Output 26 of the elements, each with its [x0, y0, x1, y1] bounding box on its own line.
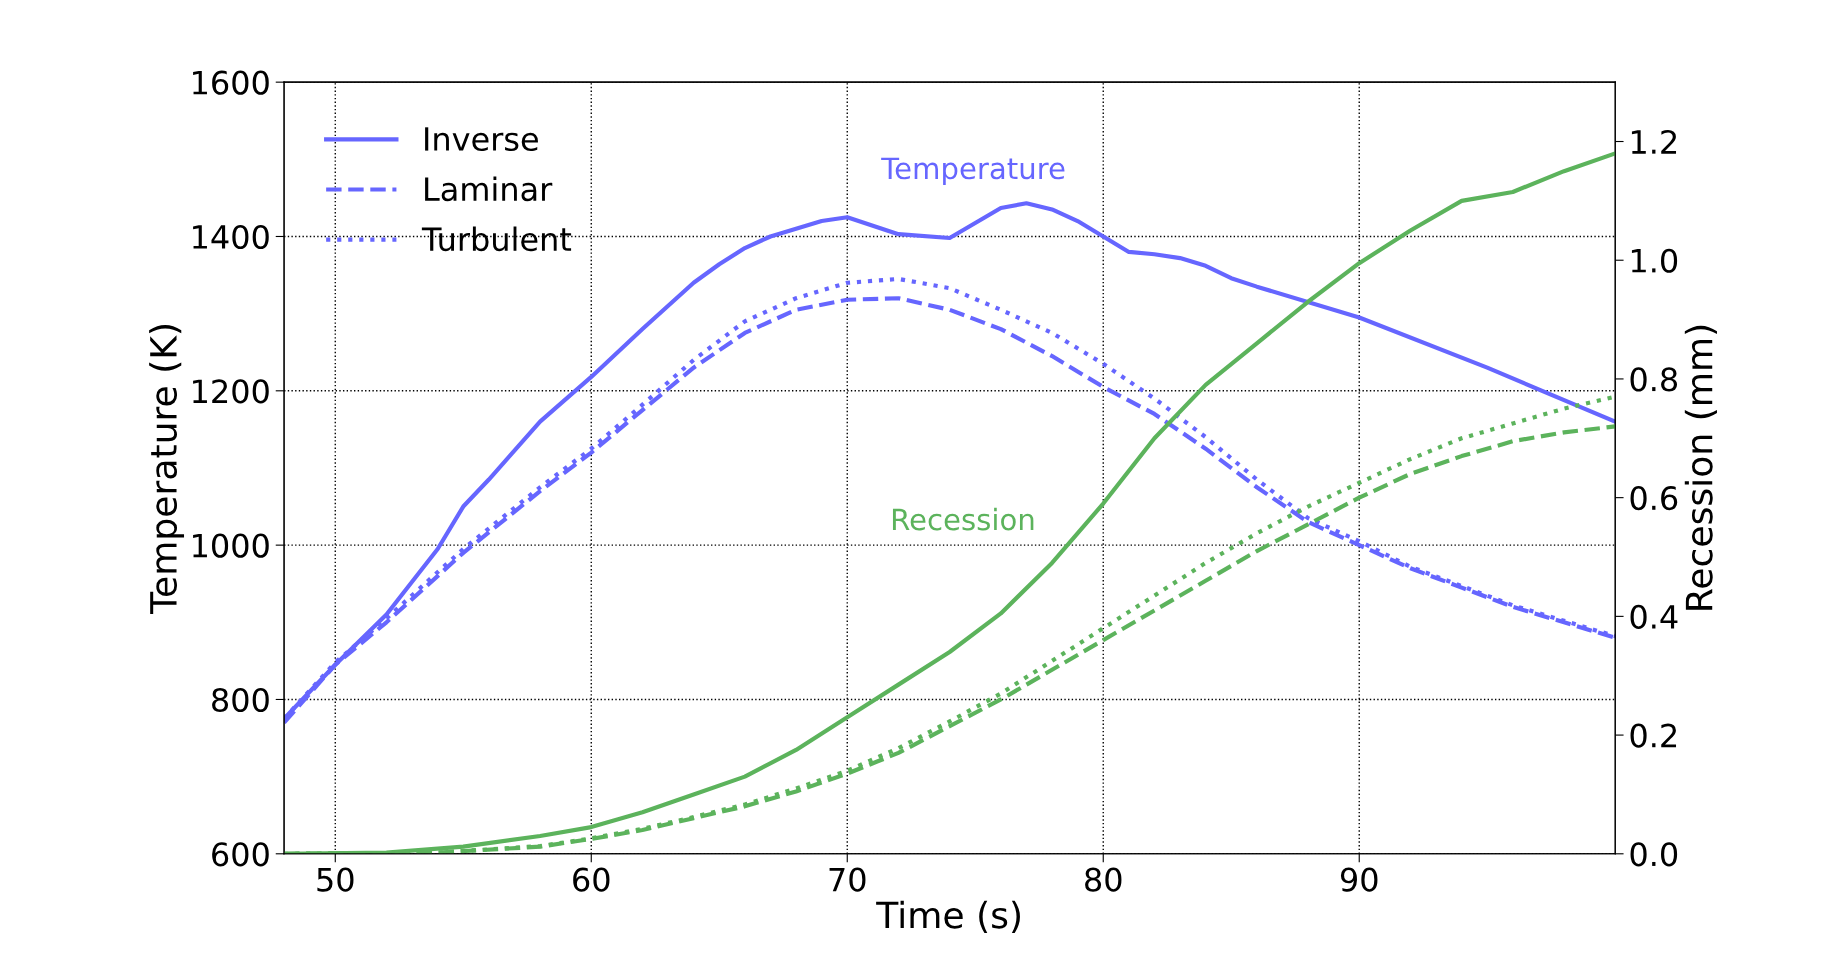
y2-tick-label: 0.2: [1630, 723, 1677, 748]
y2-tick-label: 0.0: [1630, 842, 1678, 867]
y2-tick-label: 1.0: [1631, 248, 1678, 273]
x-tick-label: 50: [317, 867, 354, 892]
x-tick-label: 90: [1340, 867, 1378, 892]
y-tick-label: 1600: [193, 70, 269, 95]
x-tick-label: 80: [1085, 867, 1122, 892]
y-axis-title: Temperature (K): [149, 325, 185, 615]
y2-tick-label: 0.8: [1630, 367, 1678, 392]
y2-tick-label: 0.6: [1630, 486, 1678, 511]
y-tick-label: 800: [212, 687, 269, 713]
legend-label: Inverse: [425, 127, 538, 152]
y2-axis-title: Recession (mm): [1684, 325, 1717, 610]
y-tick-label: 600: [212, 842, 269, 867]
y-tick-label: 1400: [193, 224, 269, 250]
y2-tick-label: 0.4: [1630, 604, 1678, 629]
legend-label: Turbulent: [421, 226, 572, 252]
x-tick-label: 70: [829, 867, 866, 892]
legend-label: Laminar: [425, 176, 553, 202]
y-tick-label: 1000: [193, 533, 269, 558]
annotation: Recession: [892, 507, 1034, 531]
x-axis-title: Time (s): [876, 900, 1020, 933]
annotation: Temperature: [881, 157, 1065, 185]
y2-tick-label: 1.2: [1631, 129, 1677, 154]
x-tick-label: 60: [573, 867, 610, 892]
y-tick-label: 1200: [193, 379, 269, 404]
